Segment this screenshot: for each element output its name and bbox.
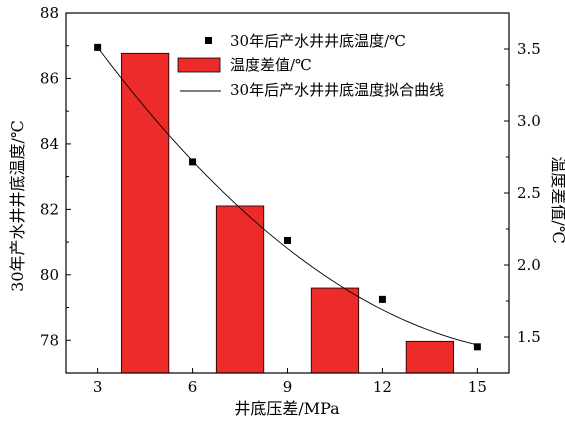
x-tick-label: 12 [373, 378, 392, 396]
y-axis-left-ticks: 78 80 82 84 86 88 [40, 4, 71, 374]
y-axis-right-title: 温度差值/℃ [549, 156, 565, 243]
legend: 30年后产水井井底温度/℃ 温度差值/℃ 30年后产水井井底温度拟合曲线 [177, 32, 444, 99]
y-axis-left-title: 30年产水井井底温度/℃ [8, 120, 27, 292]
bar-2 [310, 287, 360, 374]
bars-layer [120, 52, 455, 374]
x-axis-ticks: 3 6 9 12 15 [93, 368, 487, 396]
y-right-tick-label: 3.5 [517, 40, 541, 58]
y-left-tick-label: 78 [40, 331, 59, 349]
y-left-tick-label: 82 [40, 200, 59, 218]
data-point-0 [94, 43, 102, 51]
data-point-4 [473, 343, 481, 351]
bar-3 [405, 340, 455, 374]
y-right-tick-label: 1.5 [517, 328, 541, 346]
y-left-tick-label: 80 [40, 266, 59, 284]
scatter-points-layer [94, 43, 481, 351]
y-left-tick-label: 86 [40, 69, 59, 87]
x-tick-label: 6 [188, 378, 198, 396]
x-tick-label: 15 [468, 378, 487, 396]
bar-0 [120, 52, 170, 374]
legend-label-line: 30年后产水井井底温度拟合曲线 [230, 81, 444, 99]
legend-label-scatter: 30年后产水井井底温度/℃ [230, 32, 406, 50]
y-right-tick-label: 2.0 [517, 256, 541, 274]
legend-marker-scatter [205, 37, 212, 44]
fit-curve-line [97, 47, 478, 346]
y-left-tick-label: 84 [40, 135, 59, 153]
legend-marker-bar [177, 57, 221, 73]
data-point-3 [378, 295, 386, 303]
bar-1 [215, 205, 265, 374]
data-point-1 [189, 158, 197, 166]
x-tick-label: 9 [283, 378, 293, 396]
y-right-tick-label: 3.0 [517, 112, 541, 130]
data-point-2 [284, 236, 291, 244]
y-left-tick-label: 88 [40, 4, 59, 22]
y-right-tick-label: 2.5 [517, 184, 541, 202]
legend-label-bar: 温度差值/℃ [230, 56, 312, 74]
x-tick-label: 3 [93, 378, 103, 396]
x-axis-title: 井底压差/MPa [234, 399, 340, 418]
y-axis-right-ticks: 1.5 2.0 2.5 3.0 3.5 [504, 12, 541, 374]
